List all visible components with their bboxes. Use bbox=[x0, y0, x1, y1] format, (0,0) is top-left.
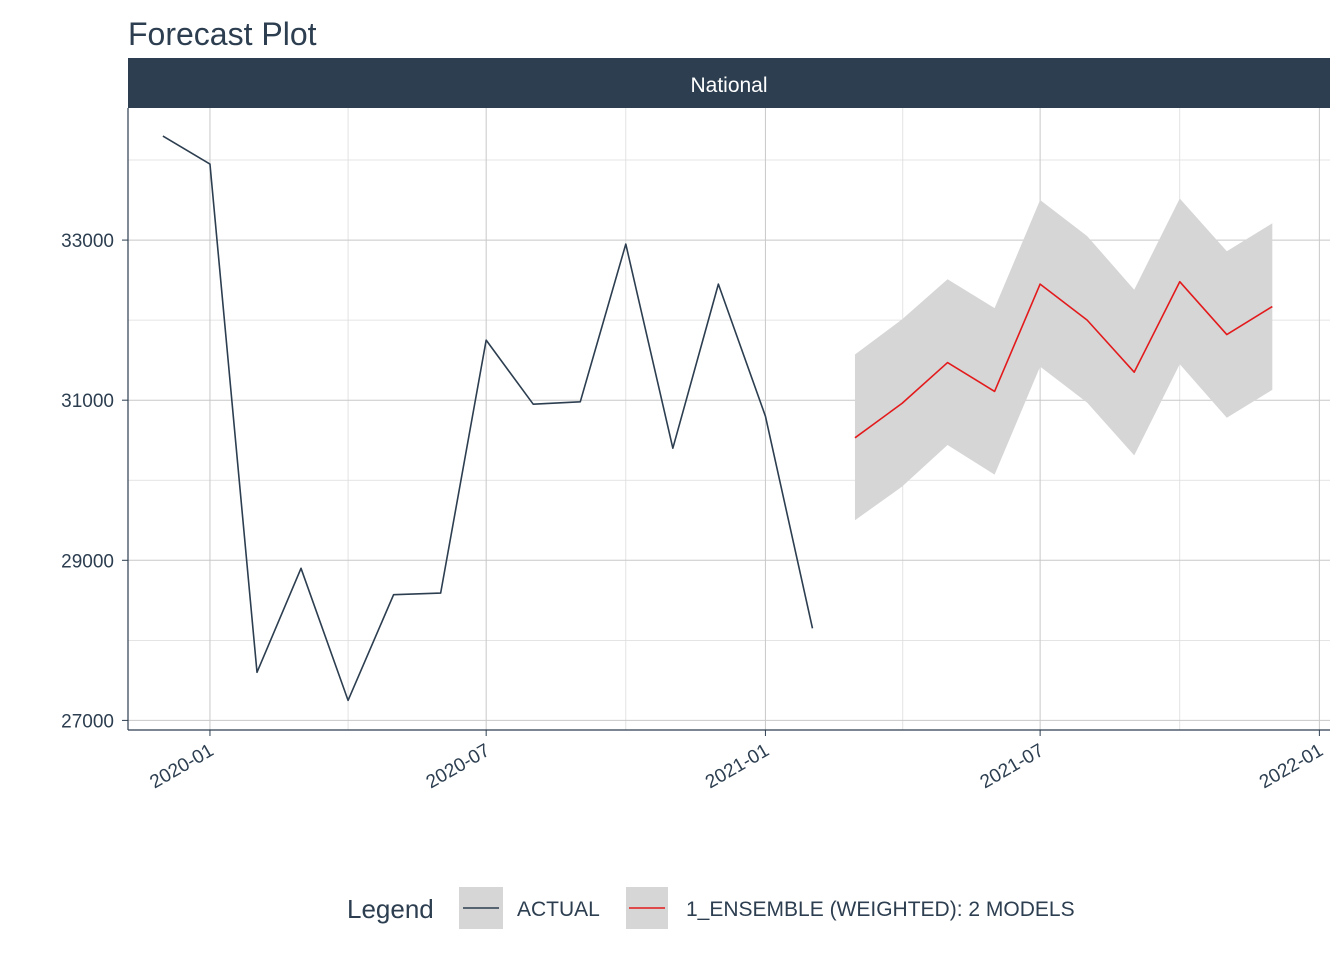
y-tick-label: 31000 bbox=[61, 391, 114, 412]
y-axis-ticks: 27000 29000 31000 33000 bbox=[61, 231, 128, 732]
x-tick-label: 2021-01 bbox=[702, 740, 773, 793]
legend-label-ensemble: 1_ENSEMBLE (WEIGHTED): 2 MODELS bbox=[686, 898, 1075, 921]
confidence-ribbon bbox=[854, 198, 1273, 521]
x-tick-label: 2021-07 bbox=[977, 740, 1048, 793]
legend-label-actual: ACTUAL bbox=[517, 898, 600, 921]
x-tick-label: 2022-01 bbox=[1256, 740, 1327, 793]
y-tick-label: 33000 bbox=[61, 231, 114, 252]
y-tick-label: 29000 bbox=[61, 551, 114, 572]
x-tick-label: 2020-07 bbox=[423, 740, 494, 793]
series-layer bbox=[162, 135, 1273, 702]
series-line-ensemble bbox=[854, 280, 1273, 439]
legend: Legend ACTUAL 1_ENSEMBLE (WEIGHTED): 2 M… bbox=[347, 887, 1075, 929]
chart-title: Forecast Plot bbox=[128, 16, 317, 52]
confidence-ribbon-layer bbox=[854, 198, 1273, 521]
y-tick-label: 27000 bbox=[61, 711, 114, 732]
x-tick-label: 2020-01 bbox=[147, 740, 218, 793]
facet-label: National bbox=[690, 74, 767, 97]
series-line-actual bbox=[162, 135, 814, 702]
facet-strip bbox=[128, 58, 1330, 108]
plot-panel bbox=[127, 108, 1330, 731]
x-axis-ticks: 2020-01 2020-07 2021-01 2021-07 2022-01 bbox=[147, 730, 1327, 793]
legend-title: Legend bbox=[347, 894, 434, 924]
